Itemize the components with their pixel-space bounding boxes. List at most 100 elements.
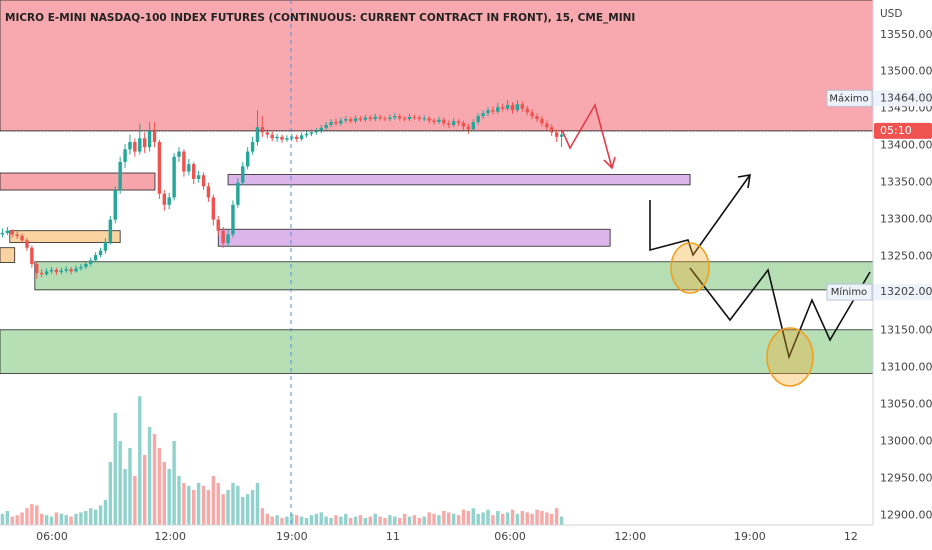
x-tick-label: 06:00 [494, 530, 526, 543]
candle-body [93, 255, 98, 261]
candle-body [15, 234, 19, 236]
candle-body [451, 121, 456, 125]
volume-bar [64, 515, 68, 525]
volume-bar [530, 513, 534, 525]
candle-body [211, 197, 216, 220]
candle-body [275, 136, 279, 139]
candle-body [79, 266, 83, 269]
volume-bar [368, 516, 373, 525]
volume-bar [177, 476, 181, 525]
volume-bar [15, 515, 19, 525]
volume-bar [241, 497, 245, 525]
candle-body [554, 132, 559, 137]
candle-body [550, 127, 554, 133]
volume-bar [147, 427, 152, 525]
volume-bar [339, 516, 343, 525]
candle-body [142, 138, 147, 148]
price-axis [873, 0, 932, 550]
volume-bar [422, 516, 426, 525]
candle-body [74, 268, 78, 272]
volume-bar [290, 513, 294, 525]
volume-bar [103, 499, 108, 525]
volume-bar [314, 513, 319, 525]
black-zigzag [689, 267, 871, 360]
candle-body [167, 197, 171, 205]
volume-bar [295, 515, 299, 525]
candle-body [265, 132, 270, 135]
volume-bar [334, 515, 338, 525]
volume-bar [324, 516, 328, 525]
price-badge [874, 122, 932, 139]
volume-bar [98, 505, 103, 525]
y-tick-label: 13150.00 [880, 324, 932, 337]
candle-body [358, 118, 363, 120]
candle-body [295, 136, 299, 140]
candle-body [540, 119, 544, 124]
volume-bar [427, 512, 431, 525]
candle-body [241, 166, 245, 183]
candle-body [407, 116, 412, 120]
volume-bar [515, 513, 520, 525]
volume-bar [402, 513, 407, 525]
red-arrowhead [603, 156, 616, 170]
volume-bar [559, 516, 564, 525]
candle-body [216, 219, 220, 231]
candle-body [231, 204, 235, 235]
y-tick-label: 12900.00 [880, 508, 932, 521]
candle-body [172, 156, 176, 198]
volume-bar [486, 509, 490, 525]
volume-bar [378, 516, 382, 525]
candle-body [363, 117, 368, 120]
volume-bar [44, 515, 49, 525]
volume-bar [74, 513, 78, 525]
volume-bar [162, 462, 167, 525]
volume-bar [236, 485, 240, 525]
candle-body [334, 122, 338, 124]
hand-drawings [561, 102, 871, 387]
candle-body [388, 117, 392, 120]
volume-bar [35, 505, 39, 525]
volume-bar [299, 516, 304, 525]
volume-bar [142, 455, 147, 525]
volume-bar [353, 516, 358, 525]
candle-body [481, 113, 485, 117]
candle-body [324, 124, 328, 128]
candle-body [250, 141, 255, 152]
volume-bar [363, 518, 368, 525]
candle-body [39, 272, 44, 275]
candle-body [201, 175, 206, 187]
candle-body [30, 247, 34, 264]
volume-bar [211, 476, 216, 525]
price-badge [874, 90, 932, 107]
candle-body [123, 149, 127, 162]
candle-body [319, 127, 323, 131]
candle-body [260, 127, 265, 133]
candle-body [133, 141, 137, 152]
candle-body [422, 118, 426, 120]
volume-bar [319, 512, 323, 525]
candle-body [280, 136, 284, 140]
volume-bar [216, 483, 220, 525]
volume-bar [196, 483, 201, 525]
volume-bar [10, 516, 14, 525]
candle-body [255, 127, 260, 142]
candle-body [49, 269, 54, 272]
candle-body [69, 269, 73, 272]
candle-body [221, 230, 225, 244]
volume-bar [456, 515, 461, 525]
volume-bar [152, 434, 157, 525]
zone [9, 230, 121, 243]
volume-bar [491, 515, 495, 525]
volume-bar [525, 512, 529, 525]
volume-bar [407, 516, 412, 525]
candle-body [192, 164, 196, 179]
candle-body [270, 134, 274, 139]
volume-bar [123, 469, 127, 525]
volume-bar [250, 490, 255, 525]
y-tick-label: 13400.00 [880, 139, 932, 152]
volume-bar [192, 490, 196, 525]
zone [217, 228, 611, 247]
candle-body [309, 132, 314, 134]
candle-body [113, 190, 117, 220]
candle-body [314, 130, 319, 133]
